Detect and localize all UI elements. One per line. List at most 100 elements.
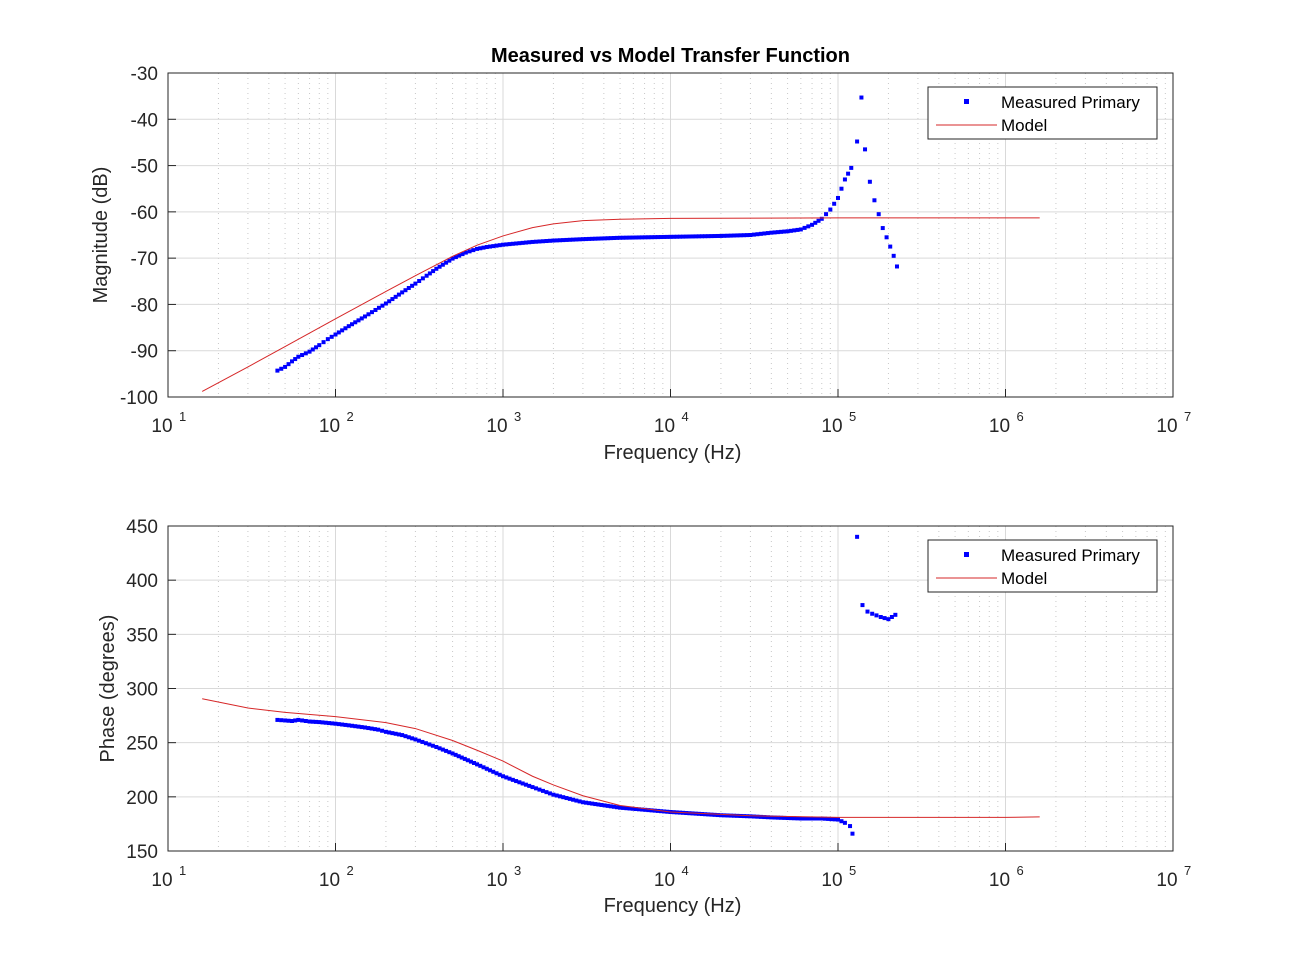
phase-measured-point bbox=[809, 816, 814, 821]
phase-measured-point bbox=[350, 723, 355, 728]
magnitude-measured-point bbox=[547, 238, 552, 243]
phase-measured-point bbox=[893, 612, 898, 617]
magnitude-measured-point bbox=[888, 244, 893, 249]
phase-measured-point bbox=[307, 719, 312, 724]
phase-measured-point bbox=[488, 768, 493, 773]
magnitude-measured-point bbox=[447, 258, 452, 263]
phase-measured-point bbox=[491, 769, 496, 774]
phase-measured-point bbox=[758, 814, 763, 819]
phase-measured-point bbox=[832, 817, 837, 822]
magnitude-legend-label-measured: Measured Primary bbox=[1001, 93, 1140, 112]
magnitude-measured-point bbox=[293, 357, 298, 362]
phase-measured-point bbox=[816, 816, 821, 821]
phase-measured-point bbox=[700, 812, 705, 817]
magnitude-measured-point bbox=[855, 139, 860, 144]
phase-measured-point bbox=[889, 615, 894, 619]
magnitude-measured-point bbox=[618, 235, 623, 240]
phase-measured-point bbox=[587, 801, 592, 806]
magnitude-measured-point bbox=[494, 243, 499, 248]
magnitude-measured-point bbox=[788, 228, 793, 233]
phase-measured-point bbox=[456, 754, 461, 759]
magnitude-y-tick-label: -80 bbox=[131, 295, 158, 316]
phase-measured-point bbox=[314, 719, 319, 724]
phase-x-tick-exponent: 2 bbox=[347, 863, 354, 878]
magnitude-measured-point bbox=[772, 230, 777, 235]
phase-measured-point bbox=[605, 803, 610, 808]
magnitude-x-tick-exponent: 1 bbox=[179, 409, 186, 424]
phase-measured-point bbox=[722, 813, 727, 818]
magnitude-measured-point bbox=[314, 345, 319, 350]
phase-measured-point bbox=[812, 816, 817, 821]
phase-measured-point bbox=[393, 731, 398, 736]
magnitude-measured-point bbox=[571, 237, 576, 242]
magnitude-y-tick-label: -30 bbox=[131, 64, 158, 85]
magnitude-measured-point bbox=[333, 332, 338, 337]
magnitude-measured-point bbox=[769, 230, 774, 235]
phase-x-tick-exponent: 7 bbox=[1184, 863, 1191, 878]
phase-measured-point bbox=[706, 812, 711, 817]
phase-measured-point bbox=[865, 609, 870, 614]
magnitude-measured-point bbox=[849, 165, 854, 170]
phase-measured-point bbox=[523, 782, 528, 787]
phase-measured-point bbox=[611, 804, 616, 809]
phase-measured-point bbox=[741, 814, 746, 819]
magnitude-measured-point bbox=[608, 236, 613, 241]
magnitude-measured-point bbox=[300, 353, 305, 358]
magnitude-measured-point bbox=[504, 242, 509, 247]
phase-x-tick-exponent: 1 bbox=[179, 863, 186, 878]
phase-measured-point bbox=[618, 805, 623, 810]
magnitude-measured-point bbox=[810, 222, 815, 227]
phase-measured-point bbox=[390, 731, 395, 736]
magnitude-measured-point bbox=[346, 324, 351, 329]
magnitude-measured-point bbox=[640, 235, 645, 240]
magnitude-measured-point bbox=[779, 229, 784, 234]
phase-measured-point bbox=[396, 732, 401, 737]
magnitude-measured-point bbox=[567, 237, 572, 242]
magnitude-measured-point bbox=[643, 235, 648, 240]
magnitude-measured-point bbox=[321, 340, 326, 345]
phase-measured-point bbox=[860, 603, 865, 608]
phase-measured-point bbox=[514, 779, 519, 784]
magnitude-measured-point bbox=[376, 305, 381, 310]
magnitude-x-tick-exponent: 4 bbox=[682, 409, 689, 424]
phase-y-tick-label: 400 bbox=[126, 571, 158, 592]
phase-measured-point bbox=[462, 756, 467, 761]
magnitude-measured-point bbox=[283, 364, 288, 369]
magnitude-measured-point bbox=[782, 229, 787, 234]
phase-measured-point bbox=[703, 812, 708, 817]
magnitude-measured-point bbox=[517, 241, 522, 246]
magnitude-measured-point bbox=[709, 234, 714, 239]
magnitude-measured-point bbox=[431, 269, 436, 274]
phase-measured-point bbox=[478, 763, 483, 768]
magnitude-y-tick-label: -50 bbox=[131, 157, 158, 178]
phase-measured-point bbox=[372, 727, 377, 732]
magnitude-measured-point bbox=[369, 310, 374, 315]
phase-x-tick-label: 10 bbox=[319, 870, 340, 891]
phase-measured-point bbox=[380, 728, 385, 733]
magnitude-measured-point bbox=[614, 235, 619, 240]
phase-measured-point bbox=[738, 813, 743, 818]
magnitude-measured-point bbox=[359, 316, 364, 321]
phase-measured-point bbox=[444, 748, 449, 753]
magnitude-measured-point bbox=[775, 230, 780, 235]
phase-measured-point bbox=[624, 806, 629, 811]
magnitude-measured-point bbox=[662, 234, 667, 239]
magnitude-measured-point bbox=[652, 235, 657, 240]
phase-y-axis-label: Phase (degrees) bbox=[97, 615, 119, 763]
magnitude-series bbox=[201, 95, 1040, 392]
phase-measured-point bbox=[410, 736, 415, 741]
phase-measured-point bbox=[279, 718, 284, 723]
magnitude-measured-point bbox=[646, 235, 651, 240]
magnitude-measured-point bbox=[467, 249, 472, 254]
phase-measured-point bbox=[383, 729, 388, 734]
magnitude-x-tick-label: 10 bbox=[989, 416, 1010, 437]
magnitude-measured-point bbox=[561, 238, 566, 243]
phase-measured-point bbox=[643, 807, 648, 812]
magnitude-measured-point bbox=[400, 290, 405, 295]
phase-measured-point bbox=[544, 790, 549, 795]
magnitude-measured-point bbox=[343, 326, 348, 331]
magnitude-measured-point bbox=[373, 307, 378, 312]
magnitude-legend: Measured Primary Model bbox=[927, 86, 1158, 140]
phase-measured-point bbox=[520, 781, 525, 786]
